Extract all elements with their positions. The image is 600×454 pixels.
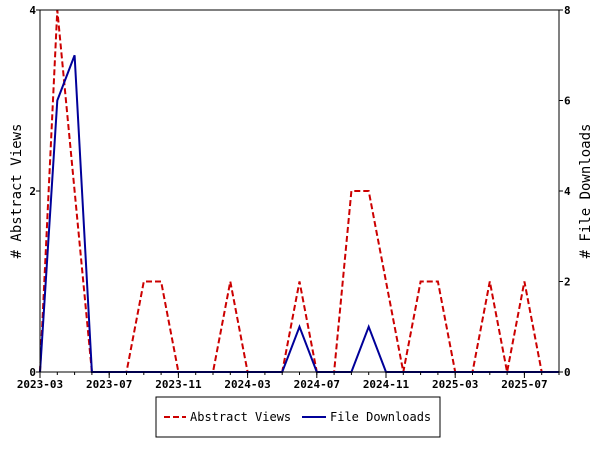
x-tick-label: 2024-07 — [294, 378, 340, 391]
y-right-tick-label: 6 — [564, 95, 571, 108]
y-left-tick-label: 2 — [29, 185, 36, 198]
x-tick-label: 2023-11 — [155, 378, 202, 391]
y-axis-left: 0 2 4 — [29, 4, 40, 379]
legend-box — [155, 396, 441, 438]
y-right-tick-label: 2 — [564, 276, 571, 289]
x-axis: 2023-03 2023-07 2023-11 2024-03 2024-07 2024-… — [17, 372, 560, 391]
y-right-tick-label: 8 — [564, 4, 571, 17]
x-tick-label: 2023-03 — [17, 378, 63, 391]
x-tick-label: 2025-07 — [501, 378, 547, 391]
y-left-axis-title: # Abstract Views — [9, 124, 25, 259]
legend-label-abstract-views: Abstract Views — [190, 410, 291, 424]
y-right-tick-label: 0 — [564, 366, 571, 379]
y-left-tick-label: 0 — [29, 366, 36, 379]
legend: Abstract Views File Downloads — [155, 396, 441, 438]
y-left-tick-label: 4 — [29, 4, 36, 17]
y-right-axis-title: # File Downloads — [578, 124, 594, 259]
y-right-tick-label: 4 — [564, 185, 571, 198]
x-tick-label: 2024-03 — [224, 378, 270, 391]
x-tick-label: 2025-03 — [432, 378, 478, 391]
x-tick-label: 2023-07 — [86, 378, 132, 391]
x-tick-label: 2024-11 — [363, 378, 410, 391]
legend-label-file-downloads: File Downloads — [330, 410, 431, 424]
y-axis-right: 0 2 4 6 8 — [559, 4, 571, 379]
